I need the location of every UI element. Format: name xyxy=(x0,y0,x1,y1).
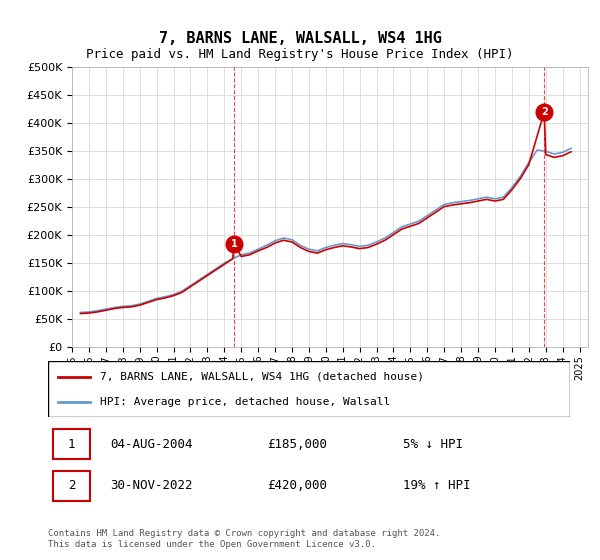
Text: 2: 2 xyxy=(68,479,75,492)
Text: 04-AUG-2004: 04-AUG-2004 xyxy=(110,437,193,451)
Text: Price paid vs. HM Land Registry's House Price Index (HPI): Price paid vs. HM Land Registry's House … xyxy=(86,48,514,60)
Text: HPI: Average price, detached house, Walsall: HPI: Average price, detached house, Wals… xyxy=(100,396,391,407)
Text: 30-NOV-2022: 30-NOV-2022 xyxy=(110,479,193,492)
FancyBboxPatch shape xyxy=(53,429,90,459)
Text: 1: 1 xyxy=(230,239,238,249)
Text: 7, BARNS LANE, WALSALL, WS4 1HG (detached house): 7, BARNS LANE, WALSALL, WS4 1HG (detache… xyxy=(100,372,424,382)
Text: 1: 1 xyxy=(68,437,75,451)
FancyBboxPatch shape xyxy=(48,361,570,417)
FancyBboxPatch shape xyxy=(53,470,90,501)
Text: 7, BARNS LANE, WALSALL, WS4 1HG: 7, BARNS LANE, WALSALL, WS4 1HG xyxy=(158,31,442,46)
Text: 19% ↑ HPI: 19% ↑ HPI xyxy=(403,479,470,492)
Text: 2: 2 xyxy=(541,107,548,117)
Text: £185,000: £185,000 xyxy=(267,437,327,451)
Text: Contains HM Land Registry data © Crown copyright and database right 2024.
This d: Contains HM Land Registry data © Crown c… xyxy=(48,529,440,549)
Text: 5% ↓ HPI: 5% ↓ HPI xyxy=(403,437,463,451)
Text: £420,000: £420,000 xyxy=(267,479,327,492)
